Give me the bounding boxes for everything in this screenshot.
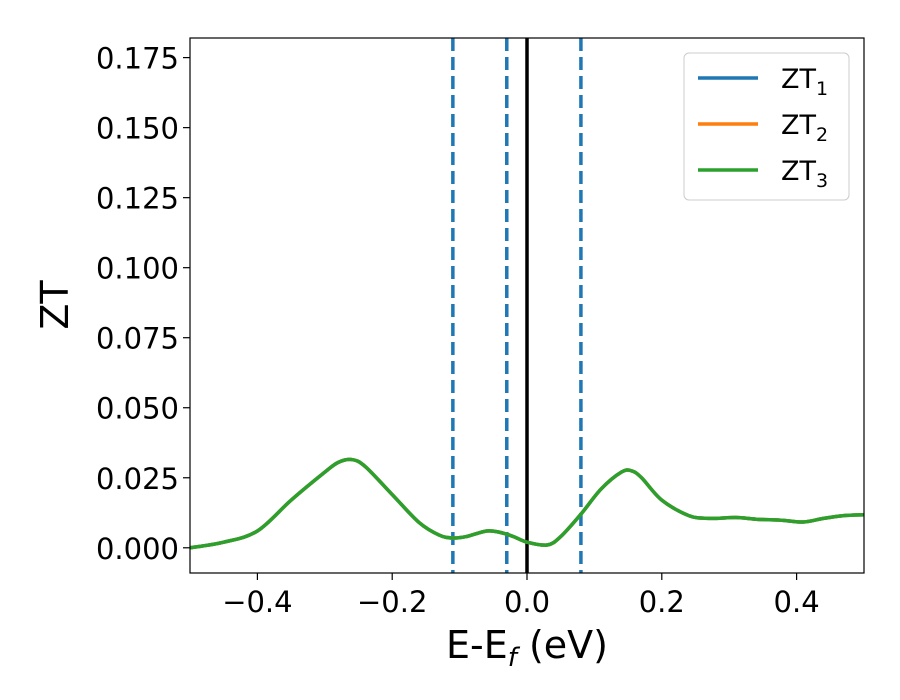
y-tick-label: 0.175 [96,42,179,76]
x-axis-title-unit: (eV) [517,623,608,667]
y-tick-label: 0.025 [96,462,179,496]
y-tick-label: 0.150 [96,112,179,146]
series-line-zt3 [190,457,864,550]
x-axis-title: E-Ef (eV) [446,623,608,673]
x-tick-label: 0.0 [504,585,550,619]
legend: ZT1 ZT2 ZT3 [683,52,850,201]
x-tick-label: 0.2 [639,585,685,619]
y-axis-title: ZT [33,280,77,330]
legend-label-zt1: ZT1 [781,64,828,100]
x-axis-ticks: −0.4 −0.2 0.0 0.2 0.4 [222,573,820,619]
legend-label-zt3: ZT3 [781,156,828,192]
series-lines [190,457,864,550]
y-tick-label: 0.050 [96,392,179,426]
vertical-markers [451,38,583,573]
x-axis-title-main: E-E [446,623,508,667]
y-tick-label: 0.125 [96,182,179,216]
x-tick-label: −0.4 [222,585,292,619]
y-axis-ticks: 0.000 0.025 0.050 0.075 0.100 0.125 0.150 0.175 [96,42,190,566]
legend-frame [683,52,850,201]
x-tick-label: 0.4 [774,585,820,619]
y-tick-label: 0.100 [96,252,179,286]
y-tick-label: 0.000 [96,532,179,566]
x-tick-label: −0.2 [357,585,427,619]
y-tick-label: 0.075 [96,322,179,356]
legend-label-zt2: ZT2 [781,110,828,146]
